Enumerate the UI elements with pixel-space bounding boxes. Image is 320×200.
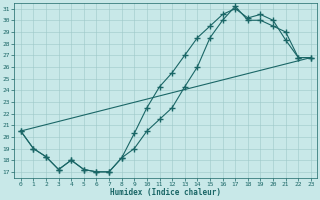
X-axis label: Humidex (Indice chaleur): Humidex (Indice chaleur)	[110, 188, 221, 197]
